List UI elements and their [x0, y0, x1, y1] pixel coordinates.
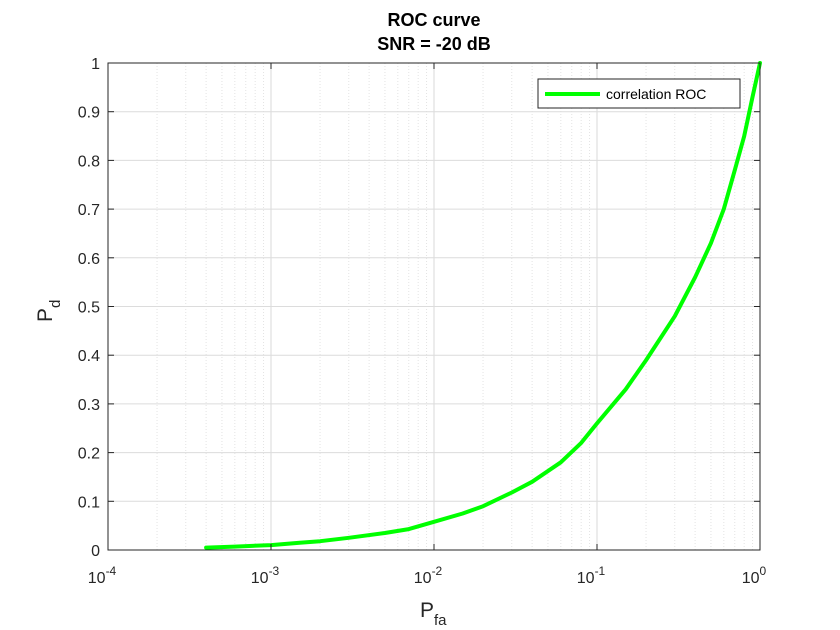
y-tick-label: 0.8 — [78, 153, 100, 170]
y-tick-label: 0.9 — [78, 105, 100, 122]
y-tick-label: 1 — [91, 56, 100, 73]
y-tick-label: 0.4 — [78, 348, 100, 365]
x-axis-label: Pfa — [420, 599, 447, 629]
x-axis-label-sub: fa — [434, 612, 447, 629]
y-tick-label: 0.3 — [78, 397, 100, 414]
x-tick-label: 10-4 — [88, 564, 117, 587]
y-tick-label: 0.1 — [78, 494, 100, 511]
svg-text:Pfa: Pfa — [420, 599, 447, 629]
x-axis-label-main: P — [420, 599, 434, 622]
series-line-correlation-roc — [204, 61, 762, 550]
series-layer — [204, 61, 762, 550]
x-tick-label: 100 — [742, 564, 767, 587]
x-tick-label: 10-3 — [251, 564, 280, 587]
y-tick-label: 0.2 — [78, 446, 100, 463]
chart-title: ROC curve — [387, 10, 480, 30]
y-axis-label-main: P — [34, 308, 57, 322]
x-tick-label: 10-2 — [414, 564, 443, 587]
chart-subtitle: SNR = -20 dB — [377, 34, 491, 54]
y-tick-label: 0 — [91, 543, 100, 560]
ticks: 0 0.1 0.2 0.3 0.4 0.5 0.6 0.7 0.8 0.9 1 10-4 10-3 10-… — [78, 56, 767, 587]
legend-label-correlation-roc: correlation ROC — [606, 86, 706, 102]
legend: correlation ROC — [537, 78, 741, 109]
y-tick-label: 0.7 — [78, 202, 100, 219]
y-tick-label: 0.5 — [78, 300, 100, 317]
svg-text:Pd: Pd — [34, 300, 64, 322]
x-tick-label: 10-1 — [577, 564, 606, 587]
y-axis-label: Pd — [34, 300, 64, 322]
y-tick-label: 0.6 — [78, 251, 100, 268]
y-axis-label-sub: d — [47, 300, 64, 308]
